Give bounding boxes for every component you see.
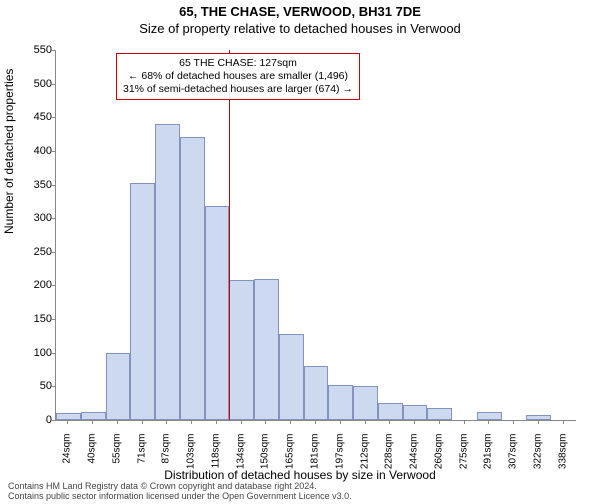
x-tick-label: 338sqm bbox=[557, 434, 568, 484]
info-line-2: ← 68% of detached houses are smaller (1,… bbox=[128, 70, 348, 82]
y-tick bbox=[51, 151, 55, 152]
y-axis-label: Number of detached properties bbox=[2, 69, 16, 234]
x-tick bbox=[241, 420, 242, 424]
histogram-bar bbox=[56, 413, 81, 420]
histogram-bar bbox=[106, 353, 131, 420]
x-tick-label: 260sqm bbox=[433, 434, 444, 484]
x-tick-label: 150sqm bbox=[260, 434, 271, 484]
info-line-1: 65 THE CHASE: 127sqm bbox=[179, 57, 297, 69]
histogram-bar bbox=[427, 408, 452, 420]
y-tick bbox=[51, 319, 55, 320]
histogram-bar bbox=[304, 366, 329, 420]
histogram-bar bbox=[254, 279, 279, 420]
y-tick bbox=[51, 185, 55, 186]
x-tick bbox=[92, 420, 93, 424]
histogram-bar bbox=[130, 183, 155, 420]
x-tick-label: 71sqm bbox=[136, 434, 147, 484]
x-tick bbox=[513, 420, 514, 424]
histogram-bar bbox=[229, 280, 254, 420]
y-tick bbox=[51, 353, 55, 354]
histogram-bar bbox=[328, 385, 353, 420]
x-tick bbox=[265, 420, 266, 424]
x-tick-label: 118sqm bbox=[210, 434, 221, 484]
x-tick-label: 181sqm bbox=[310, 434, 321, 484]
x-tick-label: 291sqm bbox=[483, 434, 494, 484]
x-tick bbox=[290, 420, 291, 424]
y-tick-label: 250 bbox=[34, 246, 52, 258]
x-tick bbox=[117, 420, 118, 424]
histogram-bar bbox=[378, 403, 403, 420]
x-tick bbox=[340, 420, 341, 424]
credit-text: Contains HM Land Registry data © Crown c… bbox=[8, 482, 352, 502]
histogram-bar bbox=[353, 386, 378, 420]
y-tick bbox=[51, 252, 55, 253]
x-tick-label: 244sqm bbox=[409, 434, 420, 484]
histogram-bar bbox=[526, 415, 551, 420]
x-tick bbox=[365, 420, 366, 424]
x-tick-label: 322sqm bbox=[532, 434, 543, 484]
marker-info-box: 65 THE CHASE: 127sqm← 68% of detached ho… bbox=[116, 53, 360, 100]
x-tick bbox=[166, 420, 167, 424]
x-tick-label: 55sqm bbox=[111, 434, 122, 484]
y-tick bbox=[51, 386, 55, 387]
y-tick bbox=[51, 117, 55, 118]
y-tick-label: 300 bbox=[34, 212, 52, 224]
y-tick-label: 350 bbox=[34, 179, 52, 191]
x-tick bbox=[315, 420, 316, 424]
x-tick bbox=[488, 420, 489, 424]
x-tick bbox=[142, 420, 143, 424]
reference-line bbox=[229, 50, 230, 420]
y-tick-label: 200 bbox=[34, 279, 52, 291]
x-tick bbox=[67, 420, 68, 424]
x-tick bbox=[563, 420, 564, 424]
y-tick bbox=[51, 420, 55, 421]
x-tick-label: 165sqm bbox=[285, 434, 296, 484]
page-title-address: 65, THE CHASE, VERWOOD, BH31 7DE bbox=[0, 4, 600, 19]
histogram-bar bbox=[477, 412, 502, 420]
x-tick-label: 24sqm bbox=[62, 434, 73, 484]
x-tick bbox=[414, 420, 415, 424]
y-tick-label: 150 bbox=[34, 313, 52, 325]
x-tick bbox=[191, 420, 192, 424]
x-tick-label: 87sqm bbox=[161, 434, 172, 484]
y-tick-label: 500 bbox=[34, 78, 52, 90]
histogram-bar bbox=[155, 124, 180, 420]
x-tick bbox=[464, 420, 465, 424]
info-line-3: 31% of semi-detached houses are larger (… bbox=[123, 83, 353, 95]
y-tick bbox=[51, 218, 55, 219]
x-tick-label: 228sqm bbox=[384, 434, 395, 484]
histogram-bar bbox=[403, 405, 428, 420]
histogram-bar bbox=[81, 412, 106, 420]
histogram-plot: 65 THE CHASE: 127sqm← 68% of detached ho… bbox=[55, 50, 576, 421]
x-tick-label: 275sqm bbox=[458, 434, 469, 484]
x-tick-label: 212sqm bbox=[359, 434, 370, 484]
y-tick-label: 550 bbox=[34, 44, 52, 56]
x-tick-label: 40sqm bbox=[87, 434, 98, 484]
y-tick bbox=[51, 50, 55, 51]
x-tick bbox=[216, 420, 217, 424]
y-tick-label: 400 bbox=[34, 145, 52, 157]
y-tick bbox=[51, 84, 55, 85]
x-tick bbox=[389, 420, 390, 424]
histogram-bar bbox=[205, 206, 230, 420]
y-tick bbox=[51, 285, 55, 286]
x-tick-label: 103sqm bbox=[186, 434, 197, 484]
x-tick-label: 307sqm bbox=[508, 434, 519, 484]
x-tick-label: 134sqm bbox=[235, 434, 246, 484]
histogram-bar bbox=[279, 334, 304, 420]
y-tick-label: 100 bbox=[34, 347, 52, 359]
page-subtitle: Size of property relative to detached ho… bbox=[0, 21, 600, 36]
x-tick bbox=[538, 420, 539, 424]
histogram-bar bbox=[180, 137, 205, 420]
x-tick-label: 197sqm bbox=[334, 434, 345, 484]
x-tick bbox=[439, 420, 440, 424]
y-tick-label: 450 bbox=[34, 111, 52, 123]
